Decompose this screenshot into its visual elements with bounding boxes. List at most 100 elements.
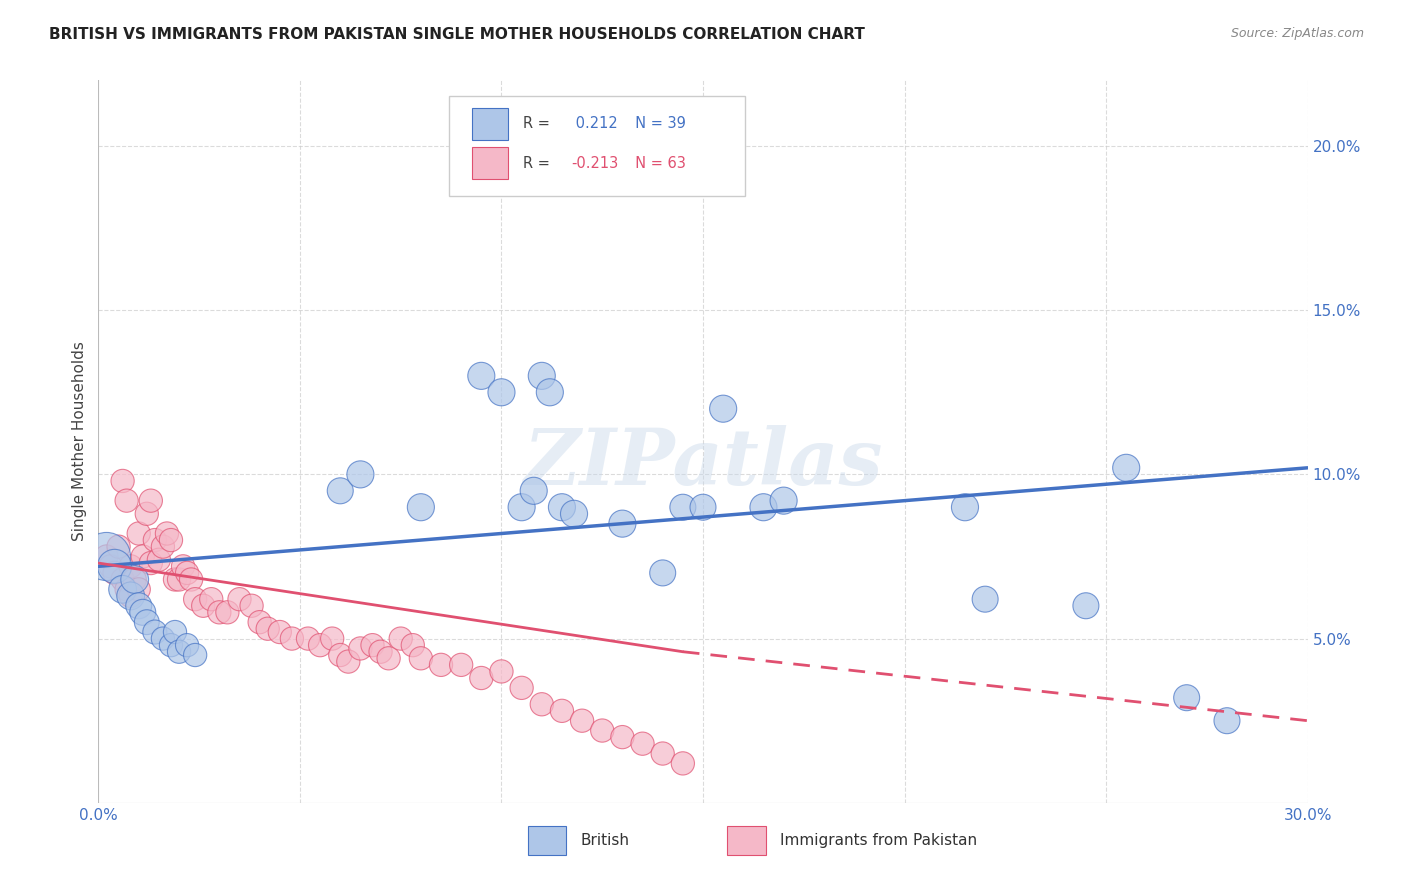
- Point: [510, 500, 533, 515]
- Text: R =: R =: [523, 117, 554, 131]
- Point: [752, 500, 775, 515]
- Point: [450, 657, 472, 672]
- Point: [321, 632, 343, 646]
- Point: [156, 526, 179, 541]
- Point: [132, 605, 155, 619]
- Point: [523, 483, 546, 498]
- Text: N = 63: N = 63: [626, 155, 686, 170]
- Point: [107, 540, 129, 554]
- Point: [148, 553, 170, 567]
- Bar: [472, 108, 509, 140]
- Bar: [527, 826, 567, 855]
- Point: [124, 573, 146, 587]
- Point: [176, 566, 198, 580]
- Point: [128, 599, 150, 613]
- Point: [1115, 460, 1137, 475]
- Point: [193, 599, 215, 613]
- Point: [711, 401, 734, 416]
- Text: BRITISH VS IMMIGRANTS FROM PAKISTAN SINGLE MOTHER HOUSEHOLDS CORRELATION CHART: BRITISH VS IMMIGRANTS FROM PAKISTAN SING…: [49, 27, 865, 42]
- Point: [281, 632, 304, 646]
- Point: [111, 474, 134, 488]
- Point: [135, 615, 157, 630]
- Bar: [472, 147, 509, 179]
- Point: [160, 533, 183, 547]
- Point: [143, 625, 166, 640]
- Point: [180, 573, 202, 587]
- Point: [152, 632, 174, 646]
- Point: [672, 500, 695, 515]
- Point: [269, 625, 291, 640]
- Point: [120, 589, 142, 603]
- Point: [953, 500, 976, 515]
- Point: [135, 507, 157, 521]
- Point: [491, 665, 513, 679]
- Point: [217, 605, 239, 619]
- Point: [100, 559, 122, 574]
- Point: [389, 632, 412, 646]
- Point: [176, 638, 198, 652]
- Point: [139, 556, 162, 570]
- Point: [184, 648, 207, 662]
- Point: [470, 368, 492, 383]
- Point: [591, 723, 613, 738]
- FancyBboxPatch shape: [449, 96, 745, 196]
- Point: [96, 549, 118, 564]
- Point: [256, 622, 278, 636]
- Point: [103, 559, 125, 574]
- Text: ZIPatlas: ZIPatlas: [523, 425, 883, 501]
- Point: [124, 573, 146, 587]
- Point: [111, 582, 134, 597]
- Point: [651, 747, 673, 761]
- Point: [672, 756, 695, 771]
- Point: [349, 467, 371, 482]
- Point: [297, 632, 319, 646]
- Point: [1074, 599, 1097, 613]
- Text: -0.213: -0.213: [571, 155, 619, 170]
- Point: [409, 651, 432, 665]
- Point: [430, 657, 453, 672]
- Point: [228, 592, 250, 607]
- Point: [96, 549, 118, 564]
- Point: [772, 493, 794, 508]
- Point: [309, 638, 332, 652]
- Point: [349, 641, 371, 656]
- Point: [132, 549, 155, 564]
- Point: [631, 737, 654, 751]
- Point: [361, 638, 384, 652]
- Text: Immigrants from Pakistan: Immigrants from Pakistan: [780, 833, 977, 848]
- Point: [377, 651, 399, 665]
- Point: [651, 566, 673, 580]
- Point: [551, 704, 574, 718]
- Point: [402, 638, 425, 652]
- Point: [337, 655, 360, 669]
- Text: British: British: [581, 833, 630, 848]
- Point: [163, 625, 186, 640]
- Point: [974, 592, 997, 607]
- Text: Source: ZipAtlas.com: Source: ZipAtlas.com: [1230, 27, 1364, 40]
- Point: [510, 681, 533, 695]
- Point: [1175, 690, 1198, 705]
- Bar: [727, 826, 766, 855]
- Point: [551, 500, 574, 515]
- Y-axis label: Single Mother Households: Single Mother Households: [72, 342, 87, 541]
- Point: [115, 493, 138, 508]
- Point: [538, 385, 561, 400]
- Point: [120, 559, 142, 574]
- Point: [571, 714, 593, 728]
- Point: [120, 589, 142, 603]
- Point: [111, 573, 134, 587]
- Point: [1216, 714, 1239, 728]
- Text: 0.212: 0.212: [571, 117, 619, 131]
- Text: N = 39: N = 39: [626, 117, 686, 131]
- Point: [240, 599, 263, 613]
- Point: [530, 698, 553, 712]
- Point: [167, 645, 190, 659]
- Point: [152, 540, 174, 554]
- Point: [143, 533, 166, 547]
- Point: [562, 507, 585, 521]
- Point: [692, 500, 714, 515]
- Point: [470, 671, 492, 685]
- Point: [370, 645, 392, 659]
- Text: R =: R =: [523, 155, 554, 170]
- Point: [612, 516, 634, 531]
